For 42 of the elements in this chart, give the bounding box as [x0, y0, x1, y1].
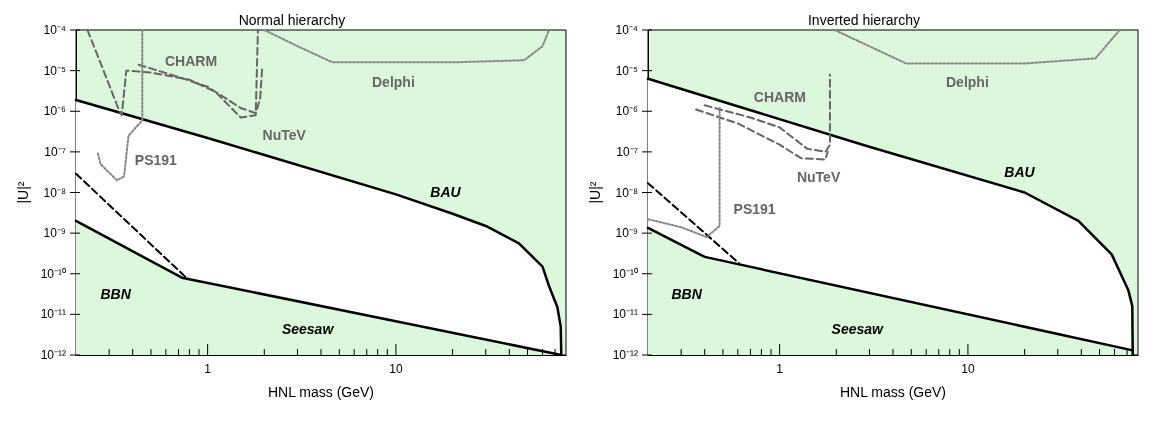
- y-tick-label: 10⁻⁵: [43, 63, 67, 78]
- annotation: BAU: [1004, 164, 1036, 181]
- y-tick-label: 10⁻¹⁰: [612, 266, 638, 281]
- y-tick-label: 10⁻⁶: [615, 104, 639, 119]
- y-tick-label: 10⁻⁴: [615, 23, 638, 37]
- y-tick-label: 10⁻⁷: [44, 144, 66, 159]
- annotation: PS191: [733, 201, 776, 218]
- y-tick-label: 10⁻⁴: [43, 23, 66, 37]
- y-tick-label: 10⁻¹¹: [40, 307, 66, 322]
- annotation: Delphi: [945, 74, 989, 90]
- x-axis-title: HNL mass (GeV): [839, 384, 947, 400]
- x-axis-title: HNL mass (GeV): [267, 384, 375, 400]
- y-tick-label: 10⁻⁹: [43, 226, 66, 241]
- annotation: Delphi: [372, 74, 415, 90]
- annotation: BBN: [671, 286, 703, 303]
- y-tick-label: 10⁻¹¹: [612, 307, 638, 322]
- y-tick-label: 10⁻¹²: [40, 348, 66, 362]
- annotation: NuTeV: [796, 168, 841, 185]
- chart-title: Inverted hierarchy: [807, 12, 921, 28]
- x-tick-label: 1: [204, 362, 212, 376]
- annotation: Seesaw: [281, 320, 335, 337]
- y-tick-label: 10⁻⁸: [615, 185, 638, 200]
- annotation: CHARM: [164, 53, 218, 70]
- y-tick-label: 10⁻¹⁰: [40, 266, 66, 281]
- y-tick-label: 10⁻⁶: [43, 104, 67, 119]
- y-axis-title: |U|²: [15, 181, 31, 204]
- x-tick-label: 10: [389, 362, 403, 376]
- annotation: BAU: [430, 183, 462, 200]
- x-tick-label: 1: [776, 362, 784, 376]
- annotation: Seesaw: [831, 320, 885, 337]
- chart-title: Normal hierarchy: [238, 12, 346, 28]
- annotation: BBN: [100, 286, 132, 303]
- y-tick-label: 10⁻⁹: [615, 226, 638, 241]
- annotation: CHARM: [753, 88, 806, 105]
- annotation: PS191: [134, 152, 178, 168]
- y-tick-label: 10⁻¹²: [612, 348, 638, 362]
- y-tick-label: 10⁻⁸: [43, 185, 66, 200]
- y-tick-label: 10⁻⁵: [615, 63, 639, 78]
- annotation: NuTeV: [262, 126, 307, 143]
- y-axis-title: |U|²: [587, 181, 603, 204]
- y-tick-label: 10⁻⁷: [616, 144, 638, 159]
- x-tick-label: 10: [961, 362, 975, 376]
